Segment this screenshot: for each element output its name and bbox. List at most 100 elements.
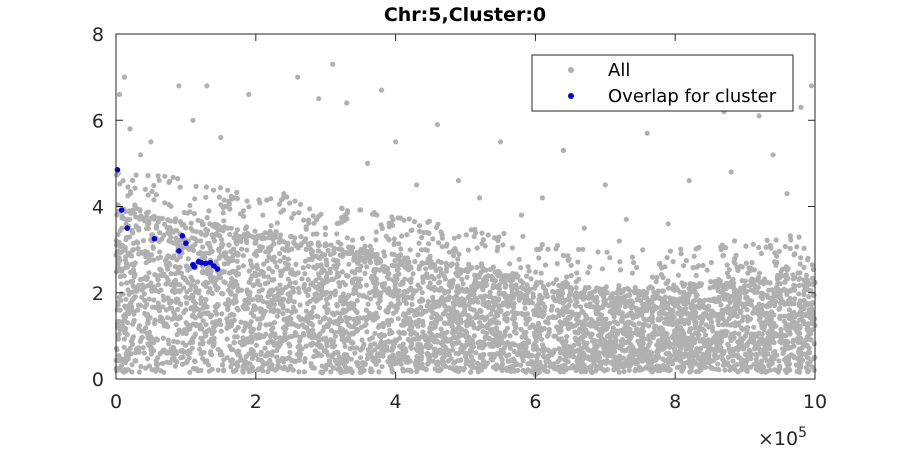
cloud-point <box>209 331 215 337</box>
cloud-point <box>297 201 304 207</box>
cloud-point <box>767 367 774 373</box>
cloud-point <box>359 337 365 343</box>
cloud-point <box>568 272 574 279</box>
cloud-point <box>410 290 416 297</box>
cloud-point <box>423 266 429 272</box>
cloud-point <box>227 343 233 349</box>
cloud-point <box>299 346 305 352</box>
cloud-point <box>746 338 752 344</box>
cloud-point <box>345 293 351 299</box>
cloud-point <box>152 272 158 278</box>
cloud-point <box>510 341 517 347</box>
cloud-point <box>480 358 487 364</box>
cloud-point <box>660 288 667 294</box>
cloud-point <box>655 349 661 355</box>
cloud-point <box>267 357 273 364</box>
cloud-point <box>505 341 511 348</box>
cloud-point <box>262 235 268 241</box>
cloud-point <box>503 294 509 300</box>
cloud-point <box>508 365 514 371</box>
cloud-point <box>220 205 226 211</box>
cloud-point <box>308 241 314 247</box>
cloud-point <box>725 309 731 315</box>
cloud-point <box>367 259 373 266</box>
cloud-point <box>724 262 730 268</box>
cloud-point <box>775 280 781 287</box>
cloud-point <box>627 298 633 304</box>
cloud-point <box>187 369 193 375</box>
cloud-point <box>167 350 173 356</box>
cloud-point <box>196 312 202 318</box>
cloud-point <box>738 263 744 269</box>
cloud-point <box>213 319 219 325</box>
cloud-point <box>672 351 679 357</box>
cloud-point <box>622 325 628 331</box>
cloud-point <box>743 243 749 249</box>
cloud-point <box>718 335 725 341</box>
cloud-point <box>303 226 309 232</box>
cloud-point <box>601 337 608 343</box>
cloud-point <box>122 328 128 334</box>
cloud-point <box>175 176 181 182</box>
cloud-point <box>459 342 465 348</box>
cloud-point <box>792 283 798 289</box>
cloud-point <box>664 367 670 373</box>
cloud-point <box>278 273 284 279</box>
cloud-point <box>185 256 191 262</box>
cloud-point <box>718 302 724 308</box>
cloud-point <box>163 307 169 313</box>
cloud-point <box>290 304 296 310</box>
cloud-point <box>780 346 786 352</box>
cloud-point <box>586 285 592 291</box>
cloud-point <box>314 352 320 358</box>
cloud-point <box>787 245 793 252</box>
cloud-point <box>488 311 494 317</box>
cloud-point <box>649 274 656 280</box>
cloud-point <box>443 352 449 358</box>
cloud-point <box>572 323 578 329</box>
cloud-point <box>394 276 400 282</box>
cloud-point <box>141 350 147 356</box>
cloud-point <box>253 272 259 279</box>
cloud-point <box>391 240 398 246</box>
cloud-point <box>772 302 778 309</box>
cloud-point <box>329 310 335 316</box>
cloud-point <box>796 234 802 240</box>
cloud-point <box>184 289 190 295</box>
cloud-point <box>533 338 539 344</box>
cloud-point <box>622 304 628 310</box>
cloud-point <box>475 280 481 286</box>
cloud-point <box>695 263 702 269</box>
cloud-point <box>419 345 425 351</box>
cloud-point <box>139 287 145 293</box>
cloud-point <box>265 230 271 236</box>
cloud-point <box>231 340 238 346</box>
cloud-point <box>323 274 330 280</box>
cloud-point <box>189 345 195 351</box>
cloud-point <box>627 344 633 351</box>
cloud-point <box>625 319 631 325</box>
cloud-point <box>456 251 462 257</box>
cloud-point <box>204 215 210 221</box>
cloud-point <box>409 324 415 330</box>
cloud-point <box>702 297 708 303</box>
cloud-point <box>271 241 277 247</box>
cloud-point <box>468 359 474 365</box>
cloud-point <box>234 189 240 195</box>
cloud-point <box>282 260 288 266</box>
cloud-point <box>225 187 231 193</box>
cloud-point <box>792 251 798 257</box>
cloud-point <box>308 342 314 348</box>
cloud-point <box>712 296 718 302</box>
cloud-point <box>490 364 496 370</box>
cloud-point <box>382 264 388 270</box>
cloud-point <box>262 361 268 367</box>
cloud-point <box>565 359 571 365</box>
cloud-point <box>549 303 555 310</box>
cloud-point <box>782 287 788 293</box>
cloud-point <box>168 203 174 209</box>
cloud-point <box>739 326 745 332</box>
cloud-point <box>790 339 796 345</box>
cloud-point <box>216 273 222 279</box>
